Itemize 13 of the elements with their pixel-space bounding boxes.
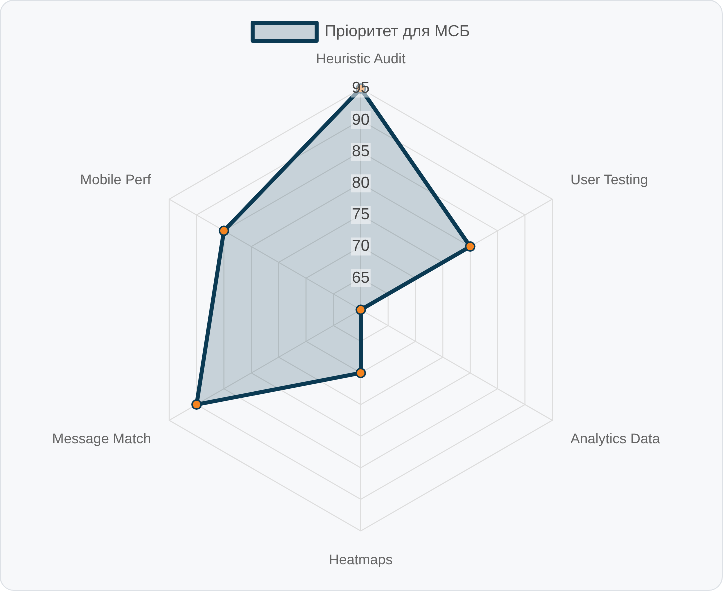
spoke-label: Mobile Perf [80,171,152,188]
spoke-label: Heatmaps [329,551,393,568]
y-tick-label: 90 [352,112,370,129]
y-tick-label: 85 [352,143,370,160]
spoke-label: Message Match [52,430,152,446]
spoke-label: Analytics Data [570,430,660,446]
y-tick-label: 70 [352,238,370,256]
legend-label: Пріоритет для МСБ [324,23,470,40]
spoke-label: User Testing [570,171,648,188]
y-tick-label: 75 [352,206,370,224]
spoke-label: Heuristic Audit [316,50,406,66]
y-tick-label: 80 [352,175,370,192]
y-tick-label: 65 [352,270,370,287]
